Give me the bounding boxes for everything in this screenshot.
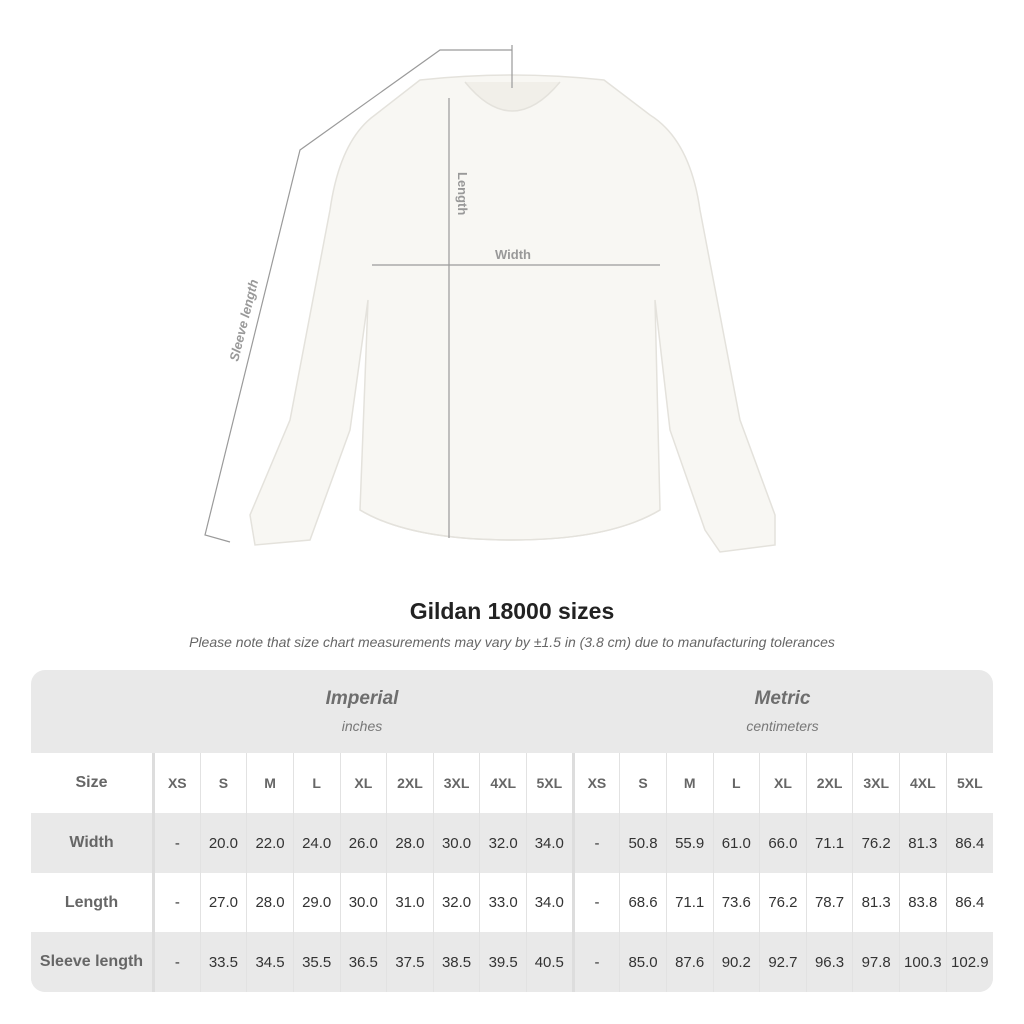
size-table-card: Imperial inches Metric centimeters Size X… [31, 670, 993, 992]
imperial-unit: inches [341, 718, 383, 734]
metric-cell: 81.3 [899, 813, 947, 873]
metric-cell: M [665, 753, 713, 813]
metric-cell: 61.0 [712, 813, 760, 873]
metric-cell: 96.3 [805, 932, 853, 992]
metric-cell: 5XL [945, 753, 993, 813]
metric-header: Metric centimeters [572, 670, 993, 753]
metric-cell: 73.6 [712, 873, 760, 932]
row-label: Width [31, 813, 155, 873]
imperial-cell: 4XL [479, 753, 527, 813]
imperial-cell: - [153, 932, 201, 992]
metric-cell: XS [571, 753, 620, 813]
table-row: Sleeve length -33.5 34.5 35.5 36.5 37.5 38.5 39… [31, 932, 993, 992]
metric-cell: 76.2 [852, 813, 900, 873]
width-label: Width [495, 247, 531, 262]
metric-cell: 90.2 [712, 932, 760, 992]
imperial-cell: 27.0 [199, 873, 247, 932]
metric-unit: centimeters [746, 718, 819, 734]
imperial-cell: 33.5 [199, 932, 247, 992]
metric-cell: 50.8 [619, 813, 667, 873]
imperial-cell: 32.0 [432, 873, 480, 932]
imperial-cell: 28.0 [246, 873, 294, 932]
imperial-cell: 38.5 [432, 932, 480, 992]
imperial-cell: 2XL [386, 753, 434, 813]
metric-title: Metric [754, 688, 811, 709]
length-label: Length [455, 172, 470, 215]
metric-cell: 83.8 [899, 873, 947, 932]
page-title: Gildan 18000 sizes [409, 598, 615, 624]
size-header-row: Size XS S M L XL 2XL 3XL 4XL 5XL XS S M L XL 2XL 3XL 4XL 5… [31, 753, 993, 813]
metric-cell: 2XL [805, 753, 853, 813]
imperial-cell: 5XL [526, 753, 574, 813]
imperial-cell: 22.0 [246, 813, 294, 873]
imperial-cell: 35.5 [292, 932, 340, 992]
imperial-cell: 30.0 [432, 813, 480, 873]
row-label: Length [31, 873, 155, 932]
row-label: Sleeve length [31, 932, 155, 992]
metric-cell: 92.7 [759, 932, 807, 992]
imperial-cell: 40.5 [526, 932, 574, 992]
size-table: Size XS S M L XL 2XL 3XL 4XL 5XL XS S M L XL 2XL 3XL 4XL 5… [31, 753, 993, 992]
metric-cell: 78.7 [805, 873, 853, 932]
metric-cell: 76.2 [759, 873, 807, 932]
imperial-cell: 34.0 [526, 873, 574, 932]
imperial-cell: 39.5 [479, 932, 527, 992]
metric-cell: - [571, 873, 620, 932]
metric-cell: 71.1 [665, 873, 713, 932]
imperial-cell: 24.0 [292, 813, 340, 873]
imperial-cell: 36.5 [339, 932, 387, 992]
metric-cell: 66.0 [759, 813, 807, 873]
row-label: Size [31, 753, 155, 813]
metric-cell: 86.4 [945, 873, 993, 932]
sweatshirt-diagram: Length Width Sleeve length [204, 45, 776, 553]
imperial-cell: 20.0 [199, 813, 247, 873]
metric-cell: L [712, 753, 760, 813]
sweatshirt-image [249, 74, 776, 553]
sleeve-length-label: Sleeve length [226, 278, 261, 363]
imperial-cell: 28.0 [386, 813, 434, 873]
imperial-cell: S [199, 753, 247, 813]
imperial-cell: 26.0 [339, 813, 387, 873]
imperial-cell: 32.0 [479, 813, 527, 873]
metric-cell: 55.9 [665, 813, 713, 873]
measure-lines [204, 45, 660, 543]
metric-cell: 71.1 [805, 813, 853, 873]
imperial-cell: 31.0 [386, 873, 434, 932]
metric-cell: 100.3 [899, 932, 947, 992]
imperial-cell: - [153, 813, 201, 873]
metric-cell: 97.8 [852, 932, 900, 992]
imperial-cell: - [153, 873, 201, 932]
metric-cell: XL [759, 753, 807, 813]
imperial-cell: XS [153, 753, 201, 813]
metric-cell: - [571, 813, 620, 873]
imperial-cell: 33.0 [479, 873, 527, 932]
imperial-cell: 37.5 [386, 932, 434, 992]
metric-cell: 85.0 [619, 932, 667, 992]
imperial-cell: 34.5 [246, 932, 294, 992]
metric-cell: - [571, 932, 620, 992]
tolerance-note: Please note that size chart measurements… [189, 634, 835, 650]
metric-cell: 68.6 [619, 873, 667, 932]
imperial-cell: 29.0 [292, 873, 340, 932]
metric-cell: 102.9 [945, 932, 993, 992]
metric-cell: 3XL [852, 753, 900, 813]
metric-cell: 81.3 [852, 873, 900, 932]
imperial-cell: XL [339, 753, 387, 813]
table-row: Width -20.0 22.0 24.0 26.0 28.0 30.0 32.0 34.0-5… [31, 813, 993, 873]
metric-cell: S [619, 753, 667, 813]
metric-cell: 4XL [899, 753, 947, 813]
imperial-title: Imperial [325, 688, 399, 709]
imperial-cell: 30.0 [339, 873, 387, 932]
metric-cell: 87.6 [665, 932, 713, 992]
imperial-cell: 3XL [432, 753, 480, 813]
imperial-cell: L [292, 753, 340, 813]
table-row: Length -27.0 28.0 29.0 30.0 31.0 32.0 33.0 34.0-… [31, 873, 993, 932]
imperial-cell: 34.0 [526, 813, 574, 873]
imperial-header: Imperial inches [152, 670, 572, 753]
metric-cell: 86.4 [945, 813, 993, 873]
imperial-cell: M [246, 753, 294, 813]
